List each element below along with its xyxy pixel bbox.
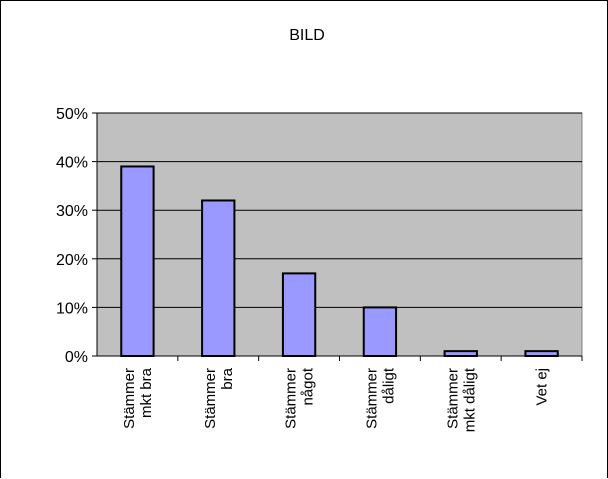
bar	[443, 350, 478, 358]
y-tick-label: 20%	[56, 252, 88, 269]
x-tick-label-line: Vet ej	[534, 368, 551, 406]
bar	[201, 199, 236, 357]
x-tick-label-line: Stämmer	[363, 368, 380, 429]
bar	[281, 272, 317, 358]
x-tick-label: Stämmer mkt bra	[121, 367, 155, 428]
x-tick-label-line: Stämmer	[121, 368, 138, 429]
x-tick-label-line: mkt bra	[138, 367, 155, 418]
y-tick-label: 30%	[56, 203, 88, 220]
bar	[120, 165, 155, 357]
x-tick-label-line: bra	[219, 367, 236, 389]
x-tick-label: Stämmer något	[283, 367, 317, 429]
bar	[362, 306, 398, 357]
y-tick-label: 40%	[56, 155, 88, 172]
y-tick-label: 0%	[65, 349, 88, 366]
x-tick-label: Stämmer dåligt	[363, 367, 397, 429]
x-tick-label: Stämmer bra	[202, 367, 236, 428]
x-tick-label: Vet ej	[534, 368, 551, 406]
x-tick-label: Stämmer mkt dåligt	[444, 367, 478, 432]
x-tick-labels: Stämmer mkt bra Stämmer bra Stämmer något Stäm…	[121, 367, 551, 432]
x-tick-label-line: mkt dåligt	[461, 367, 478, 432]
plot-area	[96, 112, 583, 357]
grid-lines	[97, 112, 582, 308]
y-tick-label: 50%	[56, 106, 88, 123]
x-tick-label-line: Stämmer	[444, 368, 461, 429]
chart-title: BILD	[289, 27, 325, 44]
x-tick-label-line: Stämmer	[202, 368, 219, 429]
axes	[92, 112, 583, 361]
x-tick-label-line: något	[300, 367, 317, 405]
x-tick-label-line: dåligt	[380, 367, 397, 404]
y-tick-labels: 0% 10% 20% 30% 40% 50%	[56, 106, 88, 366]
x-tick-label-line: Stämmer	[283, 368, 300, 429]
bar	[524, 350, 559, 358]
y-tick-label: 10%	[56, 300, 88, 317]
